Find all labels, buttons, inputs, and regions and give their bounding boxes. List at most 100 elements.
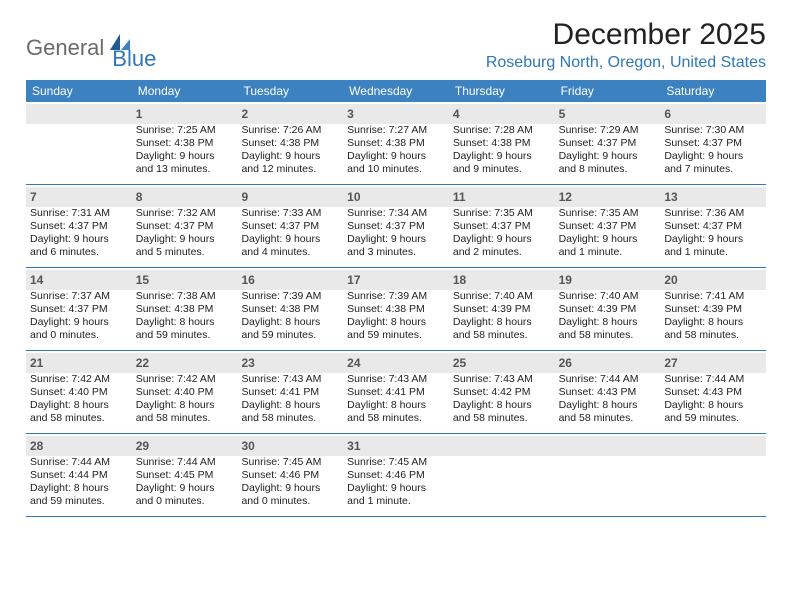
- day-number-bar: .: [555, 436, 661, 456]
- sunrise-text: Sunrise: 7:44 AM: [559, 373, 657, 386]
- calendar-day: 4Sunrise: 7:28 AMSunset: 4:38 PMDaylight…: [449, 102, 555, 184]
- sunset-text: Sunset: 4:38 PM: [136, 137, 234, 150]
- calendar-day: 15Sunrise: 7:38 AMSunset: 4:38 PMDayligh…: [132, 268, 238, 350]
- sunset-text: Sunset: 4:43 PM: [559, 386, 657, 399]
- day-number: 7: [30, 190, 37, 204]
- sunset-text: Sunset: 4:40 PM: [136, 386, 234, 399]
- sunset-text: Sunset: 4:37 PM: [347, 220, 445, 233]
- day-number-bar: 31: [343, 436, 449, 456]
- sunrise-text: Sunrise: 7:33 AM: [241, 207, 339, 220]
- day-number-bar: 26: [555, 353, 661, 373]
- day-number: 9: [241, 190, 248, 204]
- sunrise-text: Sunrise: 7:42 AM: [136, 373, 234, 386]
- sunrise-text: Sunrise: 7:43 AM: [347, 373, 445, 386]
- daylight-text: Daylight: 9 hours and 3 minutes.: [347, 233, 445, 259]
- calendar-day-empty: .: [26, 102, 132, 184]
- sunrise-text: Sunrise: 7:38 AM: [136, 290, 234, 303]
- calendar-day: 24Sunrise: 7:43 AMSunset: 4:41 PMDayligh…: [343, 351, 449, 433]
- calendar-day: 10Sunrise: 7:34 AMSunset: 4:37 PMDayligh…: [343, 185, 449, 267]
- sunrise-text: Sunrise: 7:40 AM: [559, 290, 657, 303]
- sunset-text: Sunset: 4:37 PM: [136, 220, 234, 233]
- daylight-text: Daylight: 8 hours and 59 minutes.: [241, 316, 339, 342]
- sunset-text: Sunset: 4:38 PM: [347, 137, 445, 150]
- logo-text-blue: Blue: [112, 46, 156, 72]
- calendar-week: 21Sunrise: 7:42 AMSunset: 4:40 PMDayligh…: [26, 351, 766, 434]
- day-number: 24: [347, 356, 360, 370]
- calendar-week: .1Sunrise: 7:25 AMSunset: 4:38 PMDayligh…: [26, 102, 766, 185]
- logo-text-general: General: [26, 35, 104, 61]
- sunset-text: Sunset: 4:38 PM: [241, 137, 339, 150]
- day-number-bar: 30: [237, 436, 343, 456]
- sunrise-text: Sunrise: 7:44 AM: [136, 456, 234, 469]
- day-number-bar: 1: [132, 104, 238, 124]
- calendar-day: 23Sunrise: 7:43 AMSunset: 4:41 PMDayligh…: [237, 351, 343, 433]
- day-number-bar: 11: [449, 187, 555, 207]
- day-number-bar: 10: [343, 187, 449, 207]
- sunset-text: Sunset: 4:46 PM: [347, 469, 445, 482]
- day-number: 5: [559, 107, 566, 121]
- day-number: 1: [136, 107, 143, 121]
- sunrise-text: Sunrise: 7:31 AM: [30, 207, 128, 220]
- sunset-text: Sunset: 4:42 PM: [453, 386, 551, 399]
- day-number: 19: [559, 273, 572, 287]
- calendar-day: 16Sunrise: 7:39 AMSunset: 4:38 PMDayligh…: [237, 268, 343, 350]
- sunset-text: Sunset: 4:37 PM: [664, 220, 762, 233]
- daylight-text: Daylight: 9 hours and 1 minute.: [559, 233, 657, 259]
- daylight-text: Daylight: 9 hours and 1 minute.: [347, 482, 445, 508]
- day-number: 21: [30, 356, 43, 370]
- calendar-day: 18Sunrise: 7:40 AMSunset: 4:39 PMDayligh…: [449, 268, 555, 350]
- sunrise-text: Sunrise: 7:34 AM: [347, 207, 445, 220]
- day-number-bar: 2: [237, 104, 343, 124]
- calendar-day: 6Sunrise: 7:30 AMSunset: 4:37 PMDaylight…: [660, 102, 766, 184]
- day-number: 23: [241, 356, 254, 370]
- day-number-bar: 23: [237, 353, 343, 373]
- day-number: 15: [136, 273, 149, 287]
- sunrise-text: Sunrise: 7:44 AM: [664, 373, 762, 386]
- calendar-day-empty: .: [660, 434, 766, 516]
- day-number-bar: 17: [343, 270, 449, 290]
- sunrise-text: Sunrise: 7:28 AM: [453, 124, 551, 137]
- calendar-day: 3Sunrise: 7:27 AMSunset: 4:38 PMDaylight…: [343, 102, 449, 184]
- day-header-fri: Friday: [555, 80, 661, 102]
- sunset-text: Sunset: 4:38 PM: [453, 137, 551, 150]
- day-number: 6: [664, 107, 671, 121]
- calendar-day-empty: .: [555, 434, 661, 516]
- day-number-bar: 12: [555, 187, 661, 207]
- location-subtitle: Roseburg North, Oregon, United States: [486, 54, 766, 72]
- day-number: 4: [453, 107, 460, 121]
- calendar-week: 7Sunrise: 7:31 AMSunset: 4:37 PMDaylight…: [26, 185, 766, 268]
- calendar-header-row: Sunday Monday Tuesday Wednesday Thursday…: [26, 80, 766, 102]
- title-block: December 2025 Roseburg North, Oregon, Un…: [486, 18, 766, 72]
- day-number: 30: [241, 439, 254, 453]
- daylight-text: Daylight: 8 hours and 58 minutes.: [241, 399, 339, 425]
- daylight-text: Daylight: 8 hours and 58 minutes.: [453, 316, 551, 342]
- daylight-text: Daylight: 9 hours and 6 minutes.: [30, 233, 128, 259]
- calendar-day: 30Sunrise: 7:45 AMSunset: 4:46 PMDayligh…: [237, 434, 343, 516]
- calendar-week: 28Sunrise: 7:44 AMSunset: 4:44 PMDayligh…: [26, 434, 766, 517]
- daylight-text: Daylight: 9 hours and 0 minutes.: [241, 482, 339, 508]
- daylight-text: Daylight: 8 hours and 59 minutes.: [30, 482, 128, 508]
- calendar-day: 13Sunrise: 7:36 AMSunset: 4:37 PMDayligh…: [660, 185, 766, 267]
- sunset-text: Sunset: 4:38 PM: [241, 303, 339, 316]
- day-number-bar: .: [26, 104, 132, 124]
- sunset-text: Sunset: 4:37 PM: [559, 137, 657, 150]
- sunrise-text: Sunrise: 7:26 AM: [241, 124, 339, 137]
- day-number-bar: 15: [132, 270, 238, 290]
- calendar-day: 27Sunrise: 7:44 AMSunset: 4:43 PMDayligh…: [660, 351, 766, 433]
- header: General Blue December 2025 Roseburg Nort…: [26, 18, 766, 72]
- sunset-text: Sunset: 4:41 PM: [347, 386, 445, 399]
- calendar-day: 21Sunrise: 7:42 AMSunset: 4:40 PMDayligh…: [26, 351, 132, 433]
- day-header-sat: Saturday: [660, 80, 766, 102]
- day-number: 2: [241, 107, 248, 121]
- sunrise-text: Sunrise: 7:45 AM: [241, 456, 339, 469]
- day-number: 11: [453, 190, 466, 204]
- day-number-bar: 8: [132, 187, 238, 207]
- day-number: 13: [664, 190, 677, 204]
- sunset-text: Sunset: 4:40 PM: [30, 386, 128, 399]
- sunset-text: Sunset: 4:37 PM: [30, 303, 128, 316]
- day-number-bar: .: [449, 436, 555, 456]
- sunset-text: Sunset: 4:38 PM: [136, 303, 234, 316]
- sunrise-text: Sunrise: 7:41 AM: [664, 290, 762, 303]
- day-number-bar: 29: [132, 436, 238, 456]
- sunset-text: Sunset: 4:37 PM: [30, 220, 128, 233]
